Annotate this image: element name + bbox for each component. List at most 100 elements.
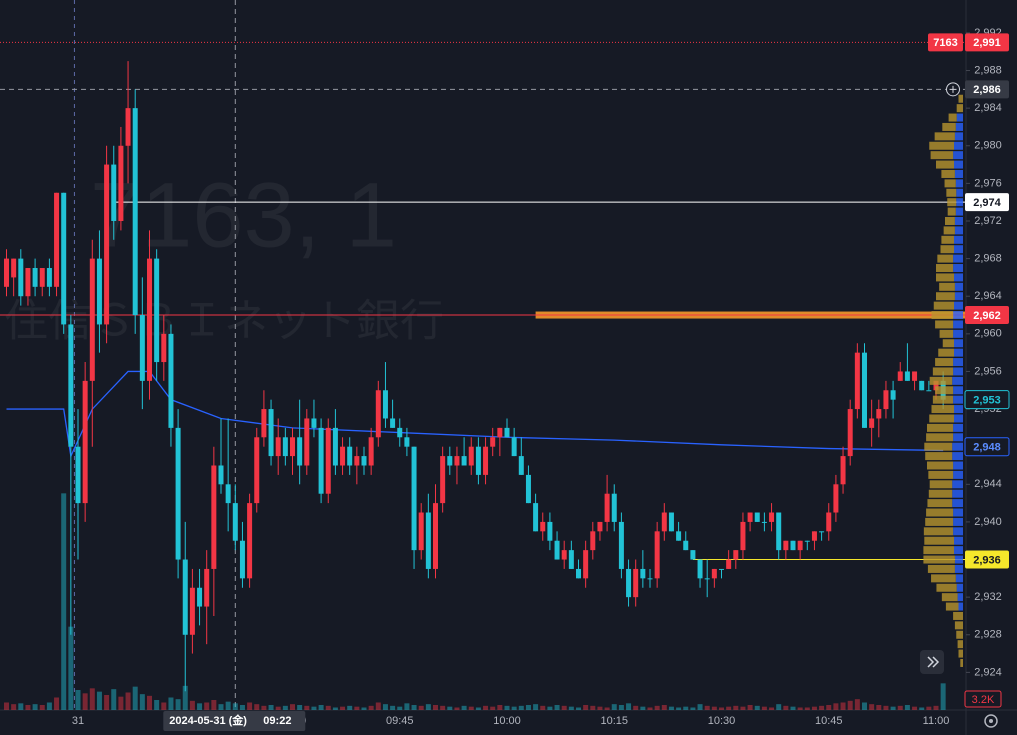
volume-bar: [239, 705, 245, 710]
price-label-box: [965, 33, 1009, 52]
volume-profile-bar: [953, 611, 963, 620]
candle-body: [854, 352, 860, 410]
candle-body: [661, 512, 667, 532]
volume-profile-bar: [953, 433, 963, 442]
crosshair-time: 09:22: [263, 715, 291, 727]
volume-bar: [368, 705, 374, 710]
price-label-box: [965, 80, 1009, 99]
volume-bar: [382, 704, 388, 710]
volume-profile-bar: [954, 621, 963, 630]
volume-bar: [547, 706, 553, 710]
volume-profile-bar: [952, 376, 963, 385]
volume-bar: [32, 704, 38, 710]
candle-body: [597, 521, 603, 532]
volume-bar: [175, 699, 181, 710]
candle-body: [418, 512, 424, 551]
x-tick-label: 10:45: [815, 715, 843, 727]
volume-profile-bar: [954, 348, 963, 357]
volume-profile-bar: [958, 94, 963, 103]
volume-bar: [940, 683, 946, 710]
volume-bar: [876, 705, 882, 710]
volume-profile-bar: [929, 376, 953, 385]
volume-profile-bar: [956, 104, 963, 113]
ticker-label: 7163: [933, 37, 957, 49]
candle-body: [61, 192, 67, 325]
volume-profile-bar: [952, 452, 963, 461]
volume-bar: [525, 705, 531, 710]
candle-body: [654, 531, 660, 579]
volume-bar: [869, 704, 875, 710]
volume-bar: [847, 700, 853, 710]
volume-profile-bar: [926, 433, 954, 442]
volume-bar: [761, 706, 767, 710]
x-tick-label: 10:15: [600, 715, 628, 727]
y-tick-label: 2,972: [974, 215, 1002, 227]
volume-bar: [68, 626, 74, 710]
volume-profile-bar: [934, 132, 955, 141]
candle-body: [275, 437, 281, 457]
candle-body: [647, 578, 653, 580]
volume-profile-bar: [955, 207, 963, 216]
volume-bar: [754, 705, 760, 710]
y-tick-label: 2,956: [974, 365, 1002, 377]
volume-bar: [783, 705, 789, 710]
volume-profile-bar: [960, 658, 963, 667]
volume-profile-bar: [935, 320, 954, 329]
candle-body: [311, 418, 317, 428]
candle-body: [668, 512, 674, 532]
candle-body: [89, 258, 95, 381]
volume-bar: [504, 705, 510, 710]
candle-body: [497, 427, 503, 438]
candle-body: [776, 512, 782, 551]
volume-profile-bar: [926, 508, 954, 517]
candle-body: [933, 380, 939, 391]
volume-bar: [533, 704, 539, 710]
volume-profile-bar: [937, 254, 954, 263]
volume-profile-bar: [956, 583, 963, 592]
candle-body: [447, 456, 453, 466]
x-tick-label: 09:45: [386, 715, 414, 727]
candle-body: [847, 409, 853, 457]
volume-profile-bar: [945, 216, 955, 225]
volume-profile-bar: [954, 245, 963, 254]
volume-profile-bar: [953, 470, 963, 479]
volume-profile-bar: [946, 188, 957, 197]
candle-body: [82, 380, 88, 504]
volume-bar: [347, 705, 353, 710]
volume-bar: [726, 706, 732, 710]
volume-bar: [661, 705, 667, 710]
volume-bar: [168, 697, 174, 710]
candle-body: [640, 568, 646, 579]
volume-bar: [490, 706, 496, 710]
price-label-box: [965, 306, 1009, 325]
volume-profile-bar: [954, 339, 963, 348]
volume-bar: [397, 706, 403, 710]
price-label-box: [965, 550, 1009, 569]
settings-button[interactable]: [984, 714, 998, 728]
y-tick-label: 2,924: [974, 666, 1002, 678]
volume-bar: [811, 706, 817, 710]
candle-body: [261, 409, 267, 438]
candle-body: [475, 446, 481, 475]
candle-body: [347, 446, 353, 466]
volume-profile-bar: [936, 273, 954, 282]
volume-bar: [733, 705, 739, 710]
candle-body: [325, 427, 331, 494]
volume-bar: [833, 703, 839, 710]
volume-bar: [819, 705, 825, 710]
candle-body: [576, 568, 581, 579]
volume-bar: [912, 706, 918, 710]
volume-bar: [261, 705, 267, 710]
volume-profile-bar: [927, 499, 953, 508]
volume-profile-bar: [952, 480, 963, 489]
volume-bar: [647, 707, 653, 710]
price-label-box: [964, 390, 1010, 410]
volume-bar: [797, 707, 803, 710]
volume-bar: [411, 705, 417, 710]
volume-bar: [568, 706, 574, 710]
volume-profile-bar: [936, 292, 955, 301]
volume-bar: [475, 707, 481, 710]
volume-profile-bar: [939, 329, 954, 338]
volume-profile-bar: [954, 555, 963, 564]
volume-profile-bar: [941, 593, 958, 602]
